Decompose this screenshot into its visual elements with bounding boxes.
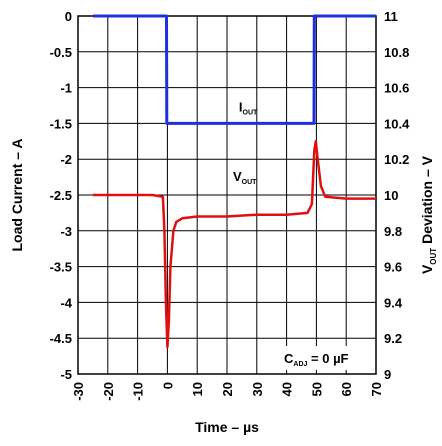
x-tick-label: 60 (339, 382, 354, 396)
y-left-tick-label: -4 (60, 295, 72, 310)
y-left-tick-label: -3.5 (50, 260, 72, 275)
y-right-axis-label: VOUT Deviation – V (419, 155, 438, 274)
y-left-tick-label: -2 (60, 152, 72, 167)
y-right-tick-label: 9.8 (384, 224, 402, 239)
y-left-tick-label: -0.5 (50, 45, 72, 60)
x-tick-label: -10 (131, 382, 146, 401)
series-line-iout (92, 14, 376, 125)
y-right-tick-label: 9 (384, 367, 391, 382)
y-right-tick-label: 10.6 (384, 81, 409, 96)
x-tick-label: 40 (280, 382, 295, 396)
series-line-vout (92, 140, 376, 349)
x-tick-label: 20 (220, 382, 235, 396)
y-left-tick-label: -1 (60, 81, 72, 96)
y-left-tick-label: -2.5 (50, 188, 72, 203)
annotation-box (278, 346, 370, 370)
y-right-tick-label: 10.8 (384, 45, 409, 60)
y-right-tick-label: 9.2 (384, 331, 402, 346)
x-tick-label: -20 (101, 382, 116, 401)
series-label-iout: IOUT (239, 99, 258, 116)
y-right-tick-label: 9.4 (384, 295, 403, 310)
y-left-tick-label: -3 (60, 224, 72, 239)
y-left-tick-label: -5 (60, 367, 72, 382)
plot-frame (77, 15, 377, 375)
y-right-tick-label: 11 (384, 9, 398, 24)
x-tick-label: 50 (309, 382, 324, 396)
y-right-tick-label: 9.6 (384, 260, 402, 275)
y-right-tick-label: 10.4 (384, 116, 410, 131)
x-tick-label: 70 (369, 382, 384, 396)
y-right-tick-label: 10.2 (384, 152, 409, 167)
y-left-tick-label: -4.5 (50, 331, 72, 346)
x-tick-label: -30 (71, 382, 86, 401)
y-right-tick-label: 10 (384, 188, 398, 203)
annotation-label: CADJ = 0 µF (284, 351, 349, 368)
x-tick-label: 10 (190, 382, 205, 396)
y-left-tick-label: 0 (65, 9, 72, 24)
x-axis-label: Time – µs (195, 419, 259, 435)
x-tick-label: 0 (160, 382, 175, 389)
y-left-axis-label: Load Current – A (9, 138, 25, 251)
x-tick-label: 30 (250, 382, 265, 396)
series-label-vout: VOUT (233, 169, 257, 186)
y-left-tick-label: -1.5 (50, 116, 72, 131)
